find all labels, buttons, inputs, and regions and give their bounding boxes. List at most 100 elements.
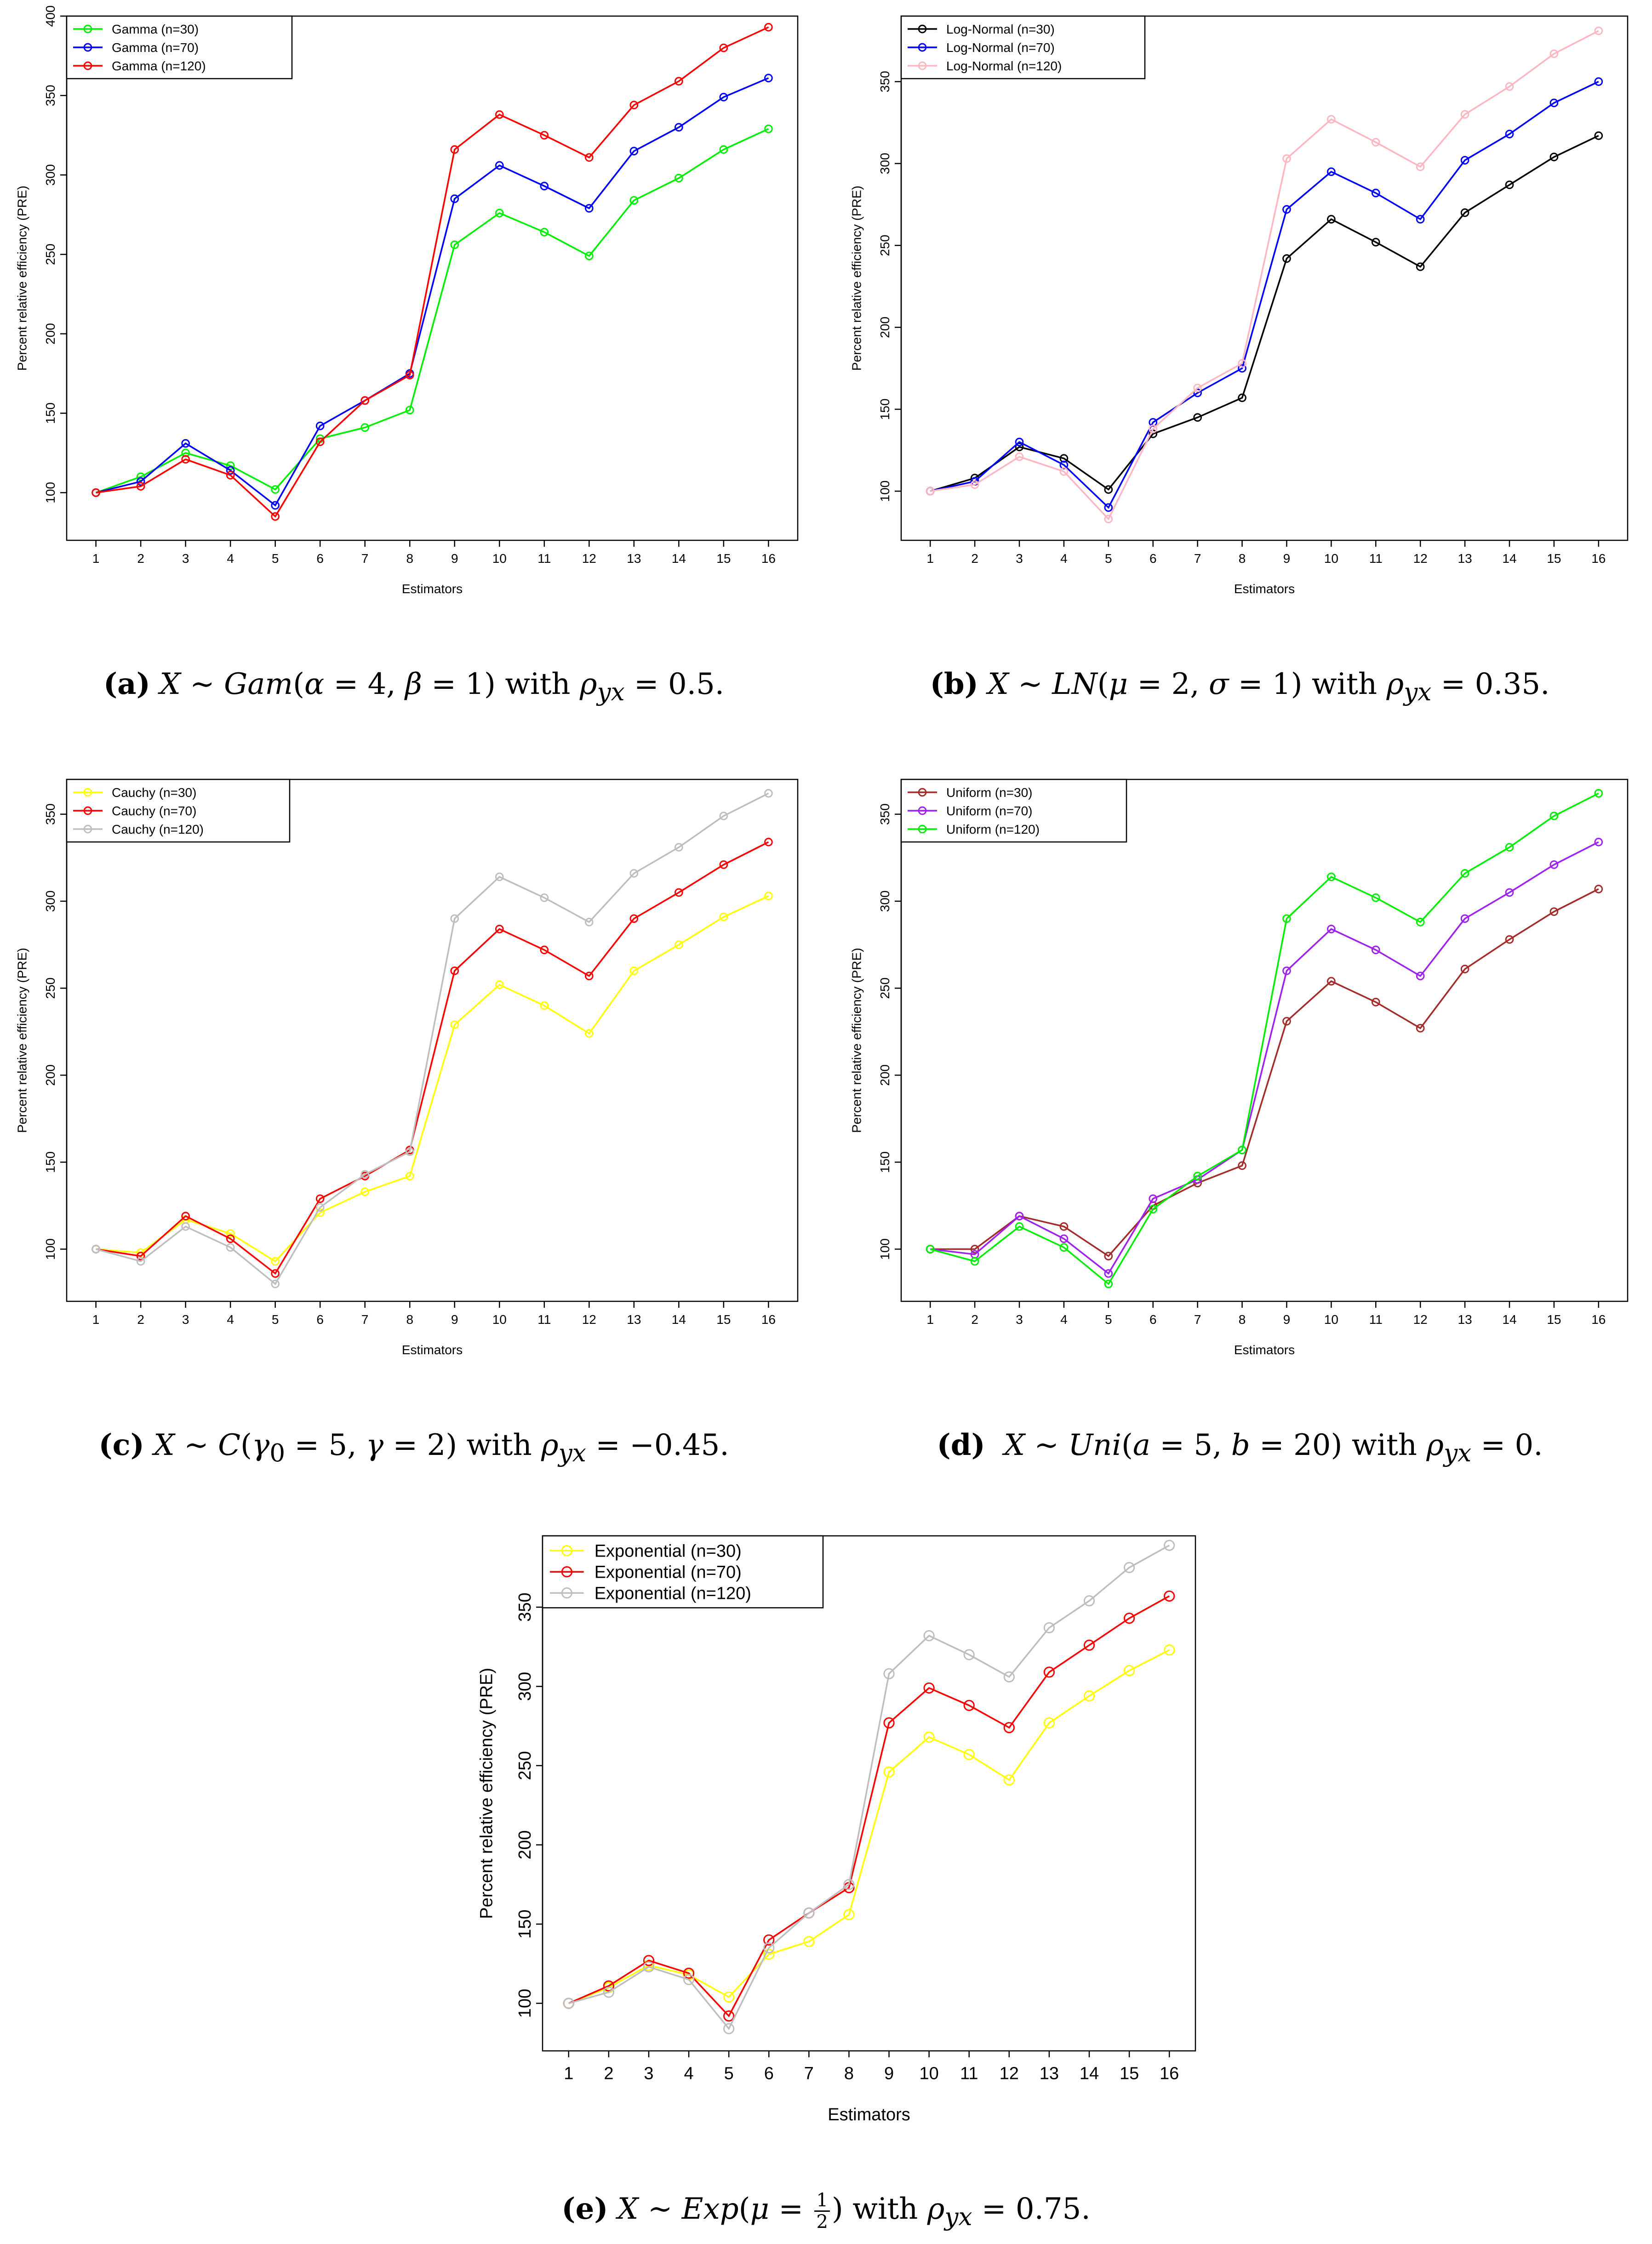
data-point xyxy=(629,196,639,205)
legend-swatch-point xyxy=(918,806,927,815)
data-point xyxy=(360,423,370,432)
legend-box xyxy=(542,1535,824,1609)
data-point xyxy=(1282,966,1291,975)
y-tick-label: 350 xyxy=(515,1592,535,1621)
data-point xyxy=(315,437,325,447)
data-point xyxy=(1104,503,1113,512)
data-point xyxy=(1594,26,1603,35)
plot-frame xyxy=(542,1535,1196,2052)
y-axis-title: Percent relative efficiency (PRE) xyxy=(15,948,29,1133)
x-tick-label: 16 xyxy=(761,551,776,566)
legend-label: Exponential (n=120) xyxy=(594,1584,751,1603)
data-point xyxy=(1371,893,1380,902)
data-point xyxy=(1123,1665,1135,1677)
data-point xyxy=(643,1961,655,1973)
data-point xyxy=(926,1245,935,1254)
x-tick-label: 10 xyxy=(919,2064,938,2084)
data-point xyxy=(803,1907,815,1919)
data-point xyxy=(181,455,190,464)
legend-label: Log-Normal (n=30) xyxy=(946,22,1055,36)
legend-box xyxy=(66,779,291,843)
data-point xyxy=(91,1245,100,1254)
data-point xyxy=(675,174,683,183)
data-point xyxy=(970,1257,979,1266)
x-tick-label: 14 xyxy=(1502,551,1516,566)
data-point xyxy=(603,1986,615,1998)
data-point xyxy=(584,1029,594,1038)
data-point xyxy=(803,1936,815,1947)
data-point xyxy=(1149,424,1158,434)
x-tick-label: 5 xyxy=(724,2064,734,2084)
data-point xyxy=(675,888,683,897)
x-tick-label: 13 xyxy=(1040,2064,1059,2084)
x-tick-label: 10 xyxy=(1324,1312,1338,1327)
y-tick-label: 150 xyxy=(878,399,892,420)
legend-label: Uniform (n=120) xyxy=(946,822,1040,836)
data-point xyxy=(181,439,190,448)
data-point xyxy=(1505,888,1514,897)
legend-label: Cauchy (n=120) xyxy=(112,822,204,836)
data-point xyxy=(540,1001,549,1010)
data-point xyxy=(629,966,639,975)
y-tick-label: 300 xyxy=(43,164,57,186)
data-point xyxy=(883,1668,895,1679)
x-tick-label: 8 xyxy=(406,1312,413,1327)
x-tick-label: 16 xyxy=(1591,551,1606,566)
data-point xyxy=(450,914,459,923)
legend-swatch-point xyxy=(83,43,92,52)
x-tick-label: 12 xyxy=(582,1312,596,1327)
data-point xyxy=(1549,49,1559,58)
data-point xyxy=(1594,885,1603,893)
legend-label: Log-Normal (n=70) xyxy=(946,40,1055,55)
x-tick-label: 15 xyxy=(1120,2064,1139,2084)
y-tick-label: 150 xyxy=(43,402,57,424)
legend-swatch-point xyxy=(918,61,927,70)
data-point xyxy=(1149,1205,1158,1214)
data-point xyxy=(1104,1252,1113,1260)
data-point xyxy=(843,1879,855,1890)
data-point xyxy=(923,1630,935,1642)
data-point xyxy=(1549,907,1559,916)
data-point xyxy=(405,1147,414,1156)
x-tick-label: 7 xyxy=(361,1312,369,1327)
data-point xyxy=(181,1212,190,1220)
data-point xyxy=(450,966,459,975)
data-point xyxy=(495,872,504,882)
y-tick-label: 350 xyxy=(878,71,892,92)
y-tick-label: 300 xyxy=(43,890,57,912)
data-point xyxy=(923,1731,935,1743)
data-point xyxy=(1104,1279,1113,1288)
series-line-2 xyxy=(930,841,1599,1275)
x-tick-label: 2 xyxy=(137,551,144,566)
data-point xyxy=(1282,154,1291,163)
data-point xyxy=(629,914,639,923)
x-axis-title: Estimators xyxy=(1234,582,1295,596)
x-tick-label: 12 xyxy=(582,551,596,566)
legend-swatch-point xyxy=(918,24,927,34)
data-point xyxy=(584,153,594,162)
y-tick-label: 350 xyxy=(878,803,892,825)
legend-swatch-point xyxy=(918,824,927,834)
data-point xyxy=(1238,393,1246,402)
caption-e: (e) X ∼ Exp(μ = 1 2) with ρyx = 0.75. xyxy=(561,2190,1091,2233)
x-tick-label: 5 xyxy=(1105,551,1112,566)
x-tick-label: 4 xyxy=(227,551,234,566)
x-tick-label: 5 xyxy=(1105,1312,1112,1327)
data-point xyxy=(764,124,773,133)
data-point xyxy=(360,1187,370,1196)
series-line-3 xyxy=(96,26,769,518)
data-point xyxy=(136,1257,145,1266)
data-point xyxy=(1416,215,1425,224)
data-point xyxy=(1193,389,1202,397)
data-point xyxy=(1327,925,1336,933)
data-point xyxy=(1015,1222,1024,1231)
data-point xyxy=(450,1020,459,1029)
data-point xyxy=(1059,1222,1069,1231)
x-tick-label: 2 xyxy=(137,1312,144,1327)
data-point xyxy=(970,1245,979,1254)
data-point xyxy=(1123,1613,1135,1624)
data-point xyxy=(136,1252,145,1260)
legend-box xyxy=(900,779,1127,843)
